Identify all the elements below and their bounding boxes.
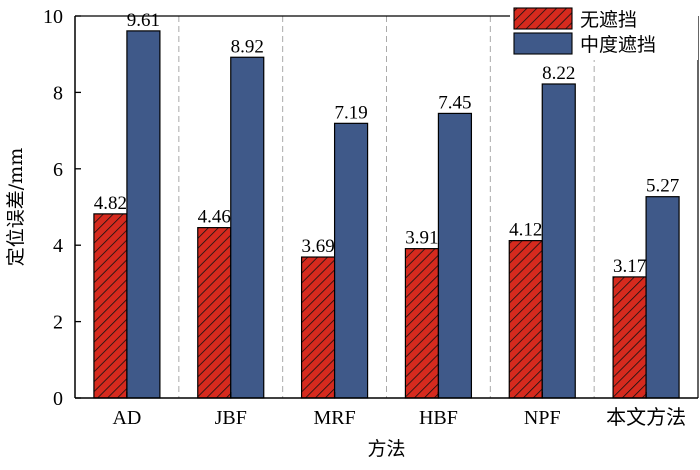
- value-label: 8.22: [542, 63, 575, 84]
- bar-no-occlusion-3: [404, 248, 440, 399]
- bar-moderate-occlusion-3: [437, 112, 473, 399]
- value-label: 4.82: [94, 193, 127, 214]
- legend-swatch-no-occlusion: [513, 7, 573, 30]
- value-label: 9.61: [127, 10, 160, 31]
- value-label: 3.17: [613, 256, 646, 277]
- x-tick-label: AD: [112, 407, 141, 429]
- value-label: 5.27: [646, 176, 679, 197]
- x-tick-label: NPF: [524, 407, 561, 429]
- value-label: 3.91: [405, 228, 438, 249]
- bar-no-occlusion-1: [197, 227, 232, 399]
- value-label: 7.45: [438, 92, 471, 113]
- bar-no-occlusion-2: [300, 256, 336, 399]
- bar-moderate-occlusion-2: [333, 122, 369, 399]
- value-label: 7.19: [334, 102, 367, 123]
- x-axis-title: 方法: [367, 438, 405, 460]
- bar-moderate-occlusion-1: [230, 56, 265, 399]
- value-label: 4.12: [509, 220, 542, 241]
- value-label: 3.69: [301, 236, 334, 257]
- legend-label: 无遮挡: [580, 9, 637, 31]
- y-tick-label: 2: [53, 312, 63, 334]
- x-tick-label: HBF: [419, 407, 458, 429]
- value-label: 8.92: [231, 36, 264, 57]
- y-tick-label: 6: [53, 159, 63, 181]
- bar-no-occlusion-5: [612, 276, 647, 399]
- y-tick-label: 8: [53, 82, 63, 104]
- y-tick-label: 4: [53, 235, 63, 257]
- legend-swatch-moderate-occlusion: [513, 32, 573, 55]
- x-tick-label: MRF: [313, 407, 355, 429]
- bar-moderate-occlusion-4: [541, 83, 576, 399]
- bar-no-occlusion-4: [508, 240, 543, 399]
- value-label: 4.46: [198, 207, 231, 228]
- bar-moderate-occlusion-5: [645, 196, 680, 399]
- y-tick-label: 0: [53, 388, 63, 410]
- x-tick-label: 本文方法: [606, 406, 686, 429]
- bar-no-occlusion-0: [93, 213, 128, 399]
- x-tick-label: JBF: [215, 407, 247, 429]
- y-axis-title: 定位误差/mm: [5, 148, 27, 266]
- y-tick-label: 10: [43, 6, 63, 28]
- bar-moderate-occlusion-0: [126, 30, 161, 399]
- legend-label: 中度遮挡: [580, 34, 656, 56]
